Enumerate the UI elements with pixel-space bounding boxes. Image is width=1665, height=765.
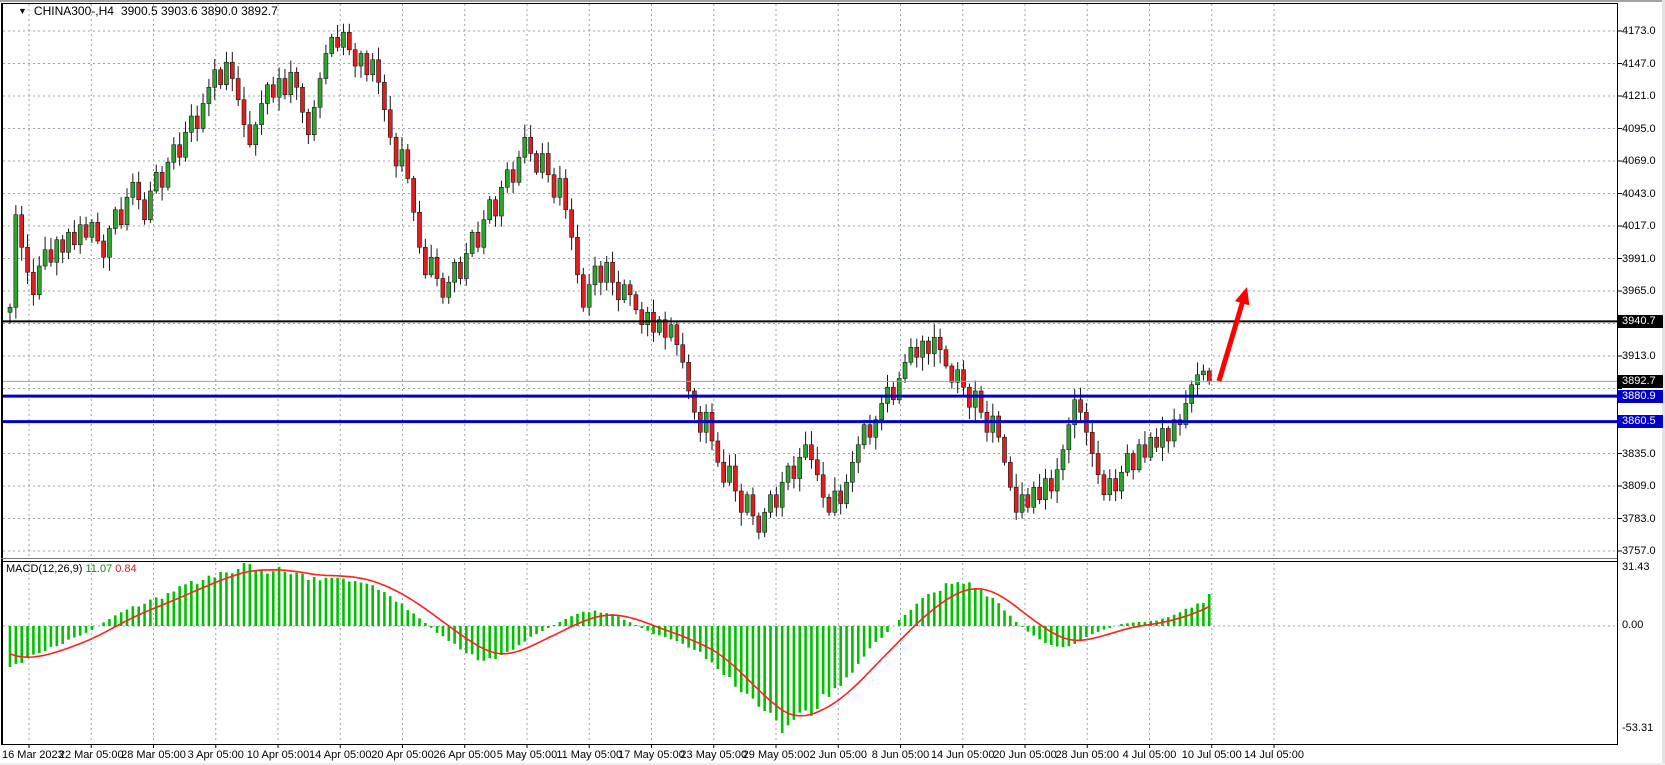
macd-signal-value: 0.84 — [115, 563, 137, 575]
date-label: 2 Jun 05:00 — [809, 749, 868, 761]
date-label: 5 May 05:00 — [496, 749, 558, 761]
macd-axis-max: 31.43 — [1622, 561, 1650, 573]
date-label: 28 Mar 05:00 — [121, 749, 186, 761]
date-label: 14 Jun 05:00 — [930, 749, 995, 761]
date-label: 26 Apr 05:00 — [433, 749, 496, 761]
macd-indicator-label: MACD(12,26,9) 11.07 0.84 — [6, 563, 137, 575]
price-tick-label: 3809.0 — [1622, 480, 1656, 492]
price-tag-3880.9: 3880.9 — [1618, 389, 1663, 403]
triangle-down-icon[interactable]: ▼ — [18, 6, 27, 16]
macd-axis-zero: 0.00 — [1622, 619, 1644, 631]
chart-frame-right — [1617, 3, 1618, 745]
price-tick-label: 3991.0 — [1622, 252, 1656, 265]
window-right-edge — [1662, 0, 1665, 765]
date-label: 29 May 05:00 — [742, 749, 810, 761]
window-top-edge — [0, 0, 1665, 2]
window-bottom-edge — [0, 763, 1665, 765]
macd-name: MACD(12,26,9) — [6, 563, 83, 575]
symbol-timeframe-label: CHINA300-,H4 — [33, 4, 114, 18]
panel-separator-upper[interactable] — [1, 558, 1617, 559]
date-label: 28 Jun 05:00 — [1055, 749, 1120, 761]
panel-separator-lower[interactable] — [1, 561, 1617, 562]
price-tick-label: 3835.0 — [1622, 447, 1656, 460]
price-tag-3860.5: 3860.5 — [1618, 415, 1663, 429]
chart-frame-bottom — [1, 744, 1618, 745]
price-tick-label: 4121.0 — [1622, 90, 1656, 102]
date-label: 14 Jul 05:00 — [1244, 749, 1304, 761]
price-tick-label: 4043.0 — [1622, 187, 1656, 200]
date-label: 11 May 05:00 — [556, 749, 623, 761]
date-label: 10 Apr 05:00 — [246, 749, 310, 761]
price-tick-label: 4147.0 — [1622, 57, 1656, 70]
price-tick-label: 4017.0 — [1622, 220, 1656, 232]
price-tag-3940.7: 3940.7 — [1618, 314, 1663, 328]
date-label: 17 May 05:00 — [618, 749, 685, 761]
price-tick-label: 3913.0 — [1622, 350, 1656, 362]
date-label: 10 Jul 05:00 — [1181, 749, 1242, 761]
date-label: 14 Apr 05:00 — [309, 749, 372, 761]
price-tick-label: 3757.0 — [1622, 545, 1656, 557]
date-label: 16 Mar 2023 — [2, 749, 64, 761]
price-tick-label: 4173.0 — [1622, 25, 1656, 37]
macd-axis-min: -53.31 — [1622, 722, 1654, 734]
date-label: 20 Apr 05:00 — [371, 749, 434, 761]
date-label: 20 Jun 05:00 — [993, 749, 1057, 761]
price-tick-label: 3783.0 — [1622, 512, 1656, 525]
price-tick-label: 4095.0 — [1622, 122, 1656, 135]
price-tick-label: 4069.0 — [1622, 155, 1656, 167]
date-label: 3 Apr 05:00 — [187, 749, 244, 761]
chart-frame-left — [1, 3, 3, 745]
price-tick-label: 3965.0 — [1622, 285, 1656, 297]
date-label: 8 Jun 05:00 — [871, 749, 930, 761]
chart-title: ▼ CHINA300-,H4 3900.5 3903.6 3890.0 3892… — [18, 4, 278, 18]
date-label: 23 May 05:00 — [680, 749, 748, 761]
price-tag-3892.7: 3892.7 — [1618, 374, 1663, 388]
date-label: 4 Jul 05:00 — [1122, 749, 1177, 761]
ohlc-values-label: 3900.5 3903.6 3890.0 3892.7 — [120, 4, 278, 18]
date-label: 22 Mar 05:00 — [58, 749, 124, 761]
chart-frame-top — [1, 3, 1618, 4]
macd-value: 11.07 — [85, 563, 113, 575]
